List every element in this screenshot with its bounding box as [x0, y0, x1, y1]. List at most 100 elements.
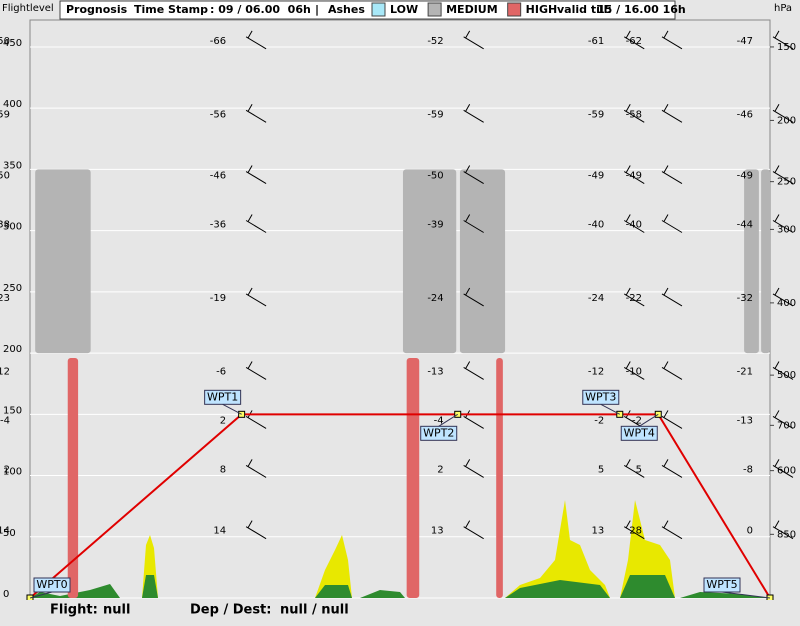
waypoint-label: WPT2 — [423, 426, 454, 439]
y-tick-label: 350 — [3, 160, 22, 171]
wind-barb — [623, 104, 645, 123]
y2-tick-label: 150 — [777, 42, 796, 53]
waypoint-label: WPT3 — [585, 390, 616, 403]
waypoint-box — [420, 425, 458, 441]
cloud-patch — [620, 500, 675, 598]
flight: null — [103, 603, 130, 618]
temperature-label: -52 — [427, 36, 443, 47]
ash-area — [496, 357, 503, 598]
legend-label: MEDIUM — [446, 3, 498, 16]
y2-tick-label: 300 — [777, 224, 796, 235]
temperature-label: -36 — [210, 220, 226, 231]
ash-area — [402, 169, 457, 354]
ash-area — [35, 169, 91, 354]
temperature-label: 28 — [629, 526, 642, 537]
wind-barb — [661, 361, 683, 380]
wind-barb — [661, 520, 683, 540]
wind-barb — [772, 520, 794, 540]
waypoint-box — [620, 425, 658, 441]
temperature-label: -50 — [427, 171, 443, 182]
temperature-label: -24 — [588, 293, 604, 304]
wind-barb — [623, 30, 645, 50]
waypoint-label: WPT5 — [706, 578, 737, 591]
waypoint-label: WPT1 — [207, 390, 238, 403]
temperature-label: 5 — [636, 464, 642, 475]
y-tick-label: 400 — [3, 99, 22, 110]
wind-barb — [245, 165, 267, 184]
cloud-patch — [505, 500, 610, 598]
waypoint-box — [33, 577, 71, 593]
temperature-label: -66 — [210, 36, 226, 47]
legend: LOW MEDIUM HIGH — [371, 2, 557, 17]
temperature-label: 2 — [437, 464, 443, 475]
separator: | — [315, 3, 319, 16]
wind-barb — [772, 104, 794, 123]
waypoint-box — [204, 389, 242, 405]
terrain-patch — [30, 584, 120, 598]
y-tick-label: 450 — [3, 38, 22, 49]
temperature-label: -40 — [626, 220, 642, 231]
wind-barb — [661, 459, 683, 478]
waypoint-leader — [600, 403, 621, 415]
temperature-label: -49 — [626, 171, 642, 182]
wind-barb — [463, 520, 484, 540]
temperature-label: -59 — [0, 109, 10, 120]
temperature-label: -4 — [434, 415, 444, 426]
dep-dest-label: Dep / Dest: — [190, 603, 271, 618]
temperature-label: 2 — [220, 415, 226, 426]
temperature-label: -23 — [0, 293, 10, 304]
y2-tick-label: 500 — [777, 370, 796, 381]
temperature-label: 8 — [220, 464, 226, 475]
y2-tick-label: 200 — [777, 115, 796, 126]
temperature-label: -58 — [626, 109, 642, 120]
y2-axis-title: hPa — [774, 3, 792, 14]
wind-barb — [245, 104, 267, 123]
temperature-label: -19 — [210, 293, 226, 304]
y-axis-title: Flightlevel — [2, 3, 54, 14]
temperature-label: -40 — [588, 220, 604, 231]
temperature-label: -13 — [737, 415, 753, 426]
dep-dest: null / null — [280, 603, 349, 618]
terrain-patch — [360, 590, 405, 598]
legend-swatch — [507, 2, 522, 17]
y2-tick-label: 700 — [777, 420, 796, 431]
temperature-label: -22 — [626, 293, 642, 304]
legend-label: LOW — [390, 3, 418, 16]
temperature-label: 5 — [598, 464, 604, 475]
wind-barb — [245, 287, 267, 307]
wind-barb — [463, 104, 484, 123]
temperature-label: -61 — [588, 36, 604, 47]
waypoint-leader — [721, 591, 771, 599]
terrain — [30, 500, 770, 598]
wind-barb — [772, 165, 794, 184]
temperature-label: -32 — [737, 293, 753, 304]
terrain-patch — [620, 575, 675, 598]
y2-tick-label: 600 — [777, 466, 796, 477]
time-stamp: : 09 / 06.00 06h — [210, 3, 311, 16]
wind-barb — [623, 214, 645, 233]
wind-barb — [772, 410, 794, 429]
terrain-patch — [680, 592, 770, 598]
temperature-label: -6 — [216, 366, 226, 377]
time-stamp-label: Time Stamp — [134, 3, 208, 16]
y2-tick-label: 850 — [777, 529, 796, 540]
wind-barb — [623, 287, 645, 307]
wind-barb — [623, 520, 645, 540]
y2-tick-label: 250 — [777, 177, 796, 188]
wind-barb — [245, 520, 267, 540]
temperature-label: -59 — [427, 109, 443, 120]
terrain-patch — [315, 585, 352, 598]
temperature-label: -62 — [626, 36, 642, 47]
waypoint-label: WPT0 — [36, 578, 67, 591]
wind-barb — [772, 214, 794, 233]
wind-barb — [772, 459, 794, 478]
ash-area — [744, 169, 759, 354]
y-tick-label: 200 — [3, 344, 22, 355]
wind-barb — [463, 165, 484, 184]
temperature-label: 2 — [4, 464, 10, 475]
ash-area — [459, 169, 506, 354]
ashes-label: Ashes — [328, 3, 365, 16]
valid-label: valid till: — [557, 3, 612, 16]
flight-label: Flight: — [50, 603, 98, 618]
